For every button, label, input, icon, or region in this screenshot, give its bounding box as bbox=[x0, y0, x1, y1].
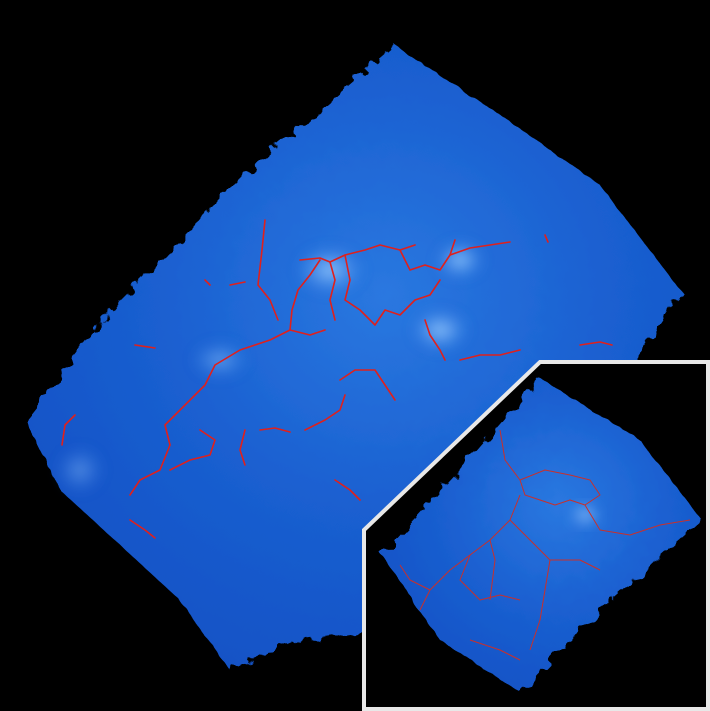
inset-map-region bbox=[382, 378, 702, 692]
inset-filaments bbox=[399, 429, 691, 661]
inset bbox=[362, 360, 710, 711]
filaments bbox=[61, 219, 613, 539]
emission bbox=[55, 240, 485, 495]
